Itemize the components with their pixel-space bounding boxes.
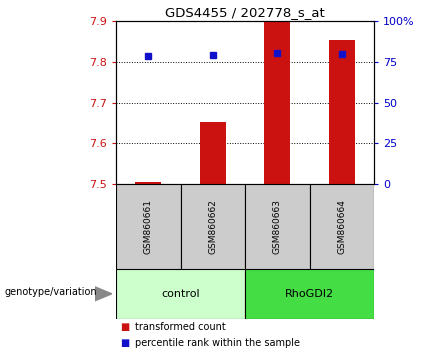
Text: RhoGDI2: RhoGDI2 <box>285 289 334 299</box>
Title: GDS4455 / 202778_s_at: GDS4455 / 202778_s_at <box>165 6 325 19</box>
Text: GSM860662: GSM860662 <box>209 199 217 254</box>
Bar <box>310 184 374 269</box>
Bar <box>245 269 374 319</box>
Text: GSM860663: GSM860663 <box>273 199 282 254</box>
Text: transformed count: transformed count <box>135 322 226 332</box>
Bar <box>200 122 226 184</box>
Bar <box>135 182 161 184</box>
Bar <box>181 184 245 269</box>
Bar <box>329 40 355 184</box>
Bar <box>245 184 310 269</box>
Text: percentile rank within the sample: percentile rank within the sample <box>135 338 301 348</box>
Text: GSM860664: GSM860664 <box>338 199 346 254</box>
Text: GSM860661: GSM860661 <box>144 199 153 254</box>
Text: ■: ■ <box>120 338 130 348</box>
Bar <box>264 21 290 184</box>
Text: ■: ■ <box>120 322 130 332</box>
Bar <box>116 269 245 319</box>
Text: control: control <box>161 289 200 299</box>
Bar <box>116 184 181 269</box>
Polygon shape <box>95 287 112 301</box>
Text: genotype/variation: genotype/variation <box>4 287 97 297</box>
